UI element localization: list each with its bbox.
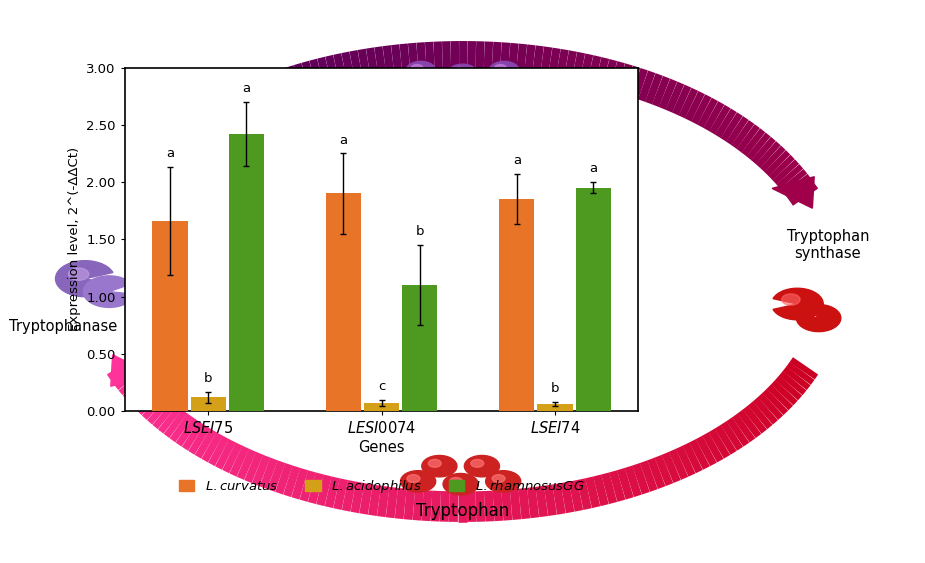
Text: b: b bbox=[415, 225, 424, 238]
Text: a: a bbox=[589, 162, 598, 175]
X-axis label: Genes: Genes bbox=[358, 440, 405, 455]
Bar bbox=[228, 134, 264, 411]
Polygon shape bbox=[772, 177, 814, 208]
Y-axis label: Expression level, 2^(-ΔΔCt): Expression level, 2^(-ΔΔCt) bbox=[68, 147, 80, 332]
Bar bbox=[364, 403, 399, 411]
Bar bbox=[575, 188, 610, 411]
Wedge shape bbox=[796, 305, 841, 332]
Bar bbox=[500, 199, 535, 411]
Wedge shape bbox=[56, 261, 113, 297]
Circle shape bbox=[68, 268, 89, 280]
Circle shape bbox=[486, 471, 521, 492]
Circle shape bbox=[489, 61, 519, 79]
Circle shape bbox=[427, 78, 457, 96]
Circle shape bbox=[412, 65, 423, 72]
Circle shape bbox=[448, 64, 477, 82]
Circle shape bbox=[492, 475, 505, 482]
Circle shape bbox=[782, 294, 800, 305]
Text: a: a bbox=[242, 82, 251, 95]
Circle shape bbox=[471, 459, 484, 467]
Bar bbox=[402, 285, 438, 411]
Text: Indole: Indole bbox=[438, 100, 488, 118]
Text: Tryptophanase: Tryptophanase bbox=[8, 319, 117, 334]
Polygon shape bbox=[111, 355, 153, 386]
Circle shape bbox=[443, 473, 478, 495]
Circle shape bbox=[464, 455, 500, 477]
Circle shape bbox=[495, 65, 506, 72]
Text: a: a bbox=[512, 154, 521, 167]
Circle shape bbox=[453, 68, 464, 74]
Bar bbox=[326, 194, 361, 411]
Circle shape bbox=[406, 61, 436, 79]
Wedge shape bbox=[773, 288, 823, 320]
Bar bbox=[537, 404, 573, 411]
Text: b: b bbox=[550, 382, 560, 395]
Circle shape bbox=[407, 475, 420, 482]
Text: a: a bbox=[166, 148, 174, 160]
Text: b: b bbox=[204, 372, 213, 385]
Circle shape bbox=[422, 455, 457, 477]
Circle shape bbox=[428, 459, 441, 467]
Text: Tryptophan
synthase: Tryptophan synthase bbox=[786, 229, 870, 261]
Circle shape bbox=[180, 110, 745, 453]
Text: c: c bbox=[378, 379, 385, 392]
Circle shape bbox=[433, 82, 444, 88]
Text: Tryptophan: Tryptophan bbox=[416, 502, 509, 520]
Circle shape bbox=[401, 471, 436, 492]
Wedge shape bbox=[83, 276, 135, 307]
Circle shape bbox=[468, 78, 498, 96]
Legend: $\it{L. curvatus}$, $\it{L. acidophilus}$, $\it{L. rhamnosus GG}$: $\it{L. curvatus}$, $\it{L. acidophilus}… bbox=[173, 473, 590, 501]
Bar bbox=[153, 221, 188, 411]
Circle shape bbox=[474, 82, 485, 88]
Text: a: a bbox=[339, 133, 348, 146]
Bar bbox=[191, 397, 226, 411]
Circle shape bbox=[450, 477, 462, 485]
